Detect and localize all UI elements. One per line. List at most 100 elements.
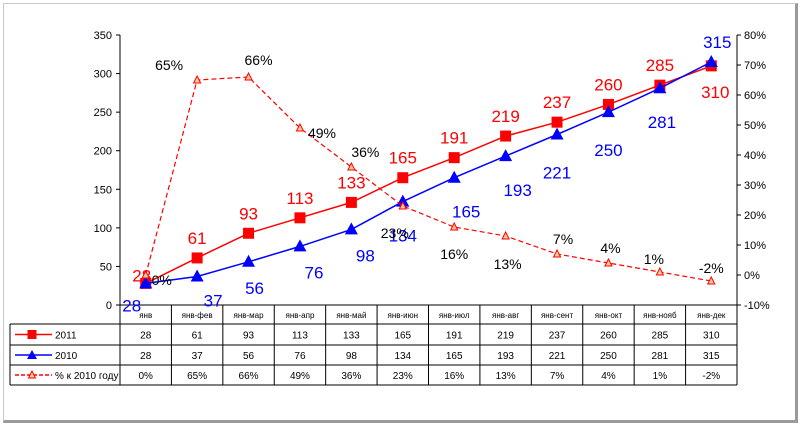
data-point (449, 221, 459, 231)
data-label: 315 (703, 33, 731, 52)
data-label: 237 (543, 93, 571, 112)
table-cell: 66% (239, 371, 259, 382)
data-point (397, 172, 409, 184)
table-cell: 4% (601, 371, 616, 382)
data-label: 16% (440, 246, 468, 262)
data-label: 250 (594, 141, 622, 160)
table-cell: 28 (140, 351, 152, 362)
data-label: 36% (351, 144, 379, 160)
chart-frame (3, 3, 798, 423)
data-label: 221 (543, 164, 571, 183)
table-cell: 28 (140, 331, 152, 342)
data-label: 260 (594, 75, 622, 94)
x-category-label: янв-июн (388, 311, 419, 320)
data-point (550, 127, 564, 140)
legend-key-marker (27, 330, 37, 339)
left-axis-tick-label: 50 (100, 261, 112, 273)
data-label: 1% (644, 251, 664, 267)
legend-series-name: 2011 (55, 331, 77, 342)
x-category-label: янв-апр (286, 311, 315, 320)
right-axis-tick-label: 40% (744, 150, 766, 162)
data-label: 193 (503, 181, 531, 200)
data-label: 65% (155, 57, 183, 73)
data-point (448, 152, 460, 164)
x-category-label: янв (139, 311, 152, 320)
data-point (604, 257, 613, 267)
table-cell: 219 (497, 331, 514, 342)
data-label: 56 (245, 279, 264, 298)
table-cell: 13% (496, 371, 516, 382)
data-label: 93 (239, 204, 258, 223)
legend-series-name: 2010 (55, 351, 78, 362)
data-point (295, 122, 305, 132)
data-label: 133 (337, 173, 365, 192)
table-cell: 0% (138, 371, 153, 382)
data-label: 285 (646, 56, 674, 75)
table-cell: 65% (187, 371, 207, 382)
table-cell: 37 (192, 351, 204, 362)
data-label: 49% (308, 125, 336, 141)
data-label: 13% (494, 256, 522, 272)
data-point (501, 230, 510, 240)
data-label: 7% (553, 231, 573, 247)
data-point (602, 98, 614, 110)
data-point (244, 71, 253, 81)
table-cell: 165 (394, 331, 411, 342)
right-axis-tick-label: 30% (744, 180, 766, 192)
table-cell: 56 (243, 351, 255, 362)
legend-key-marker (27, 369, 37, 379)
data-point (601, 105, 615, 118)
table-cell: -2% (702, 371, 720, 382)
data-label: 165 (389, 149, 417, 168)
table-cell: 281 (652, 351, 669, 362)
data-label: 113 (286, 189, 313, 208)
data-point (704, 55, 718, 67)
right-axis-tick-label: 60% (744, 90, 766, 102)
data-label: 98 (356, 246, 375, 265)
data-label: 219 (491, 107, 519, 126)
left-axis-tick-label: 200 (94, 146, 112, 158)
data-point (191, 252, 203, 264)
legend-key-marker (27, 350, 37, 359)
table-cell: 36% (341, 371, 361, 382)
right-axis-tick-label: 20% (744, 210, 766, 222)
x-category-label: янв-авг (492, 311, 519, 320)
data-point (141, 269, 151, 279)
table-cell: 49% (290, 371, 310, 382)
table-cell: 193 (497, 351, 514, 362)
right-axis-tick-label: 80% (744, 30, 766, 42)
data-point (398, 200, 408, 210)
data-label: 28 (122, 296, 141, 315)
data-point (139, 276, 153, 289)
series-line (145, 65, 712, 285)
data-point (192, 74, 202, 84)
left-axis-tick-label: 250 (94, 107, 112, 119)
x-category-label: янв-дек (697, 311, 726, 320)
table-cell: 250 (600, 351, 617, 362)
data-point (447, 170, 461, 183)
data-point (190, 269, 204, 282)
table-cell: 134 (394, 351, 411, 362)
right-axis-tick-label: -10% (744, 300, 770, 312)
data-point (345, 196, 357, 208)
x-category-label: янв-окт (595, 311, 623, 320)
data-point (500, 130, 512, 142)
data-label: 0% (152, 272, 172, 288)
data-label: 76 (304, 263, 323, 282)
data-point (242, 254, 256, 267)
right-axis-tick-label: 50% (744, 120, 766, 132)
data-label: 66% (245, 52, 273, 68)
table-cell: 165 (446, 351, 463, 362)
data-point (243, 227, 255, 239)
data-label: 37 (204, 291, 223, 310)
data-point (552, 248, 562, 258)
table-cell: 260 (600, 331, 617, 342)
table-cell: 113 (292, 331, 308, 342)
x-category-label: янв-июл (439, 311, 470, 320)
data-point (551, 116, 563, 128)
table-cell: 285 (652, 331, 669, 342)
table-cell: 191 (446, 331, 463, 342)
left-axis-tick-label: 100 (94, 223, 112, 235)
table-cell: 23% (393, 371, 413, 382)
